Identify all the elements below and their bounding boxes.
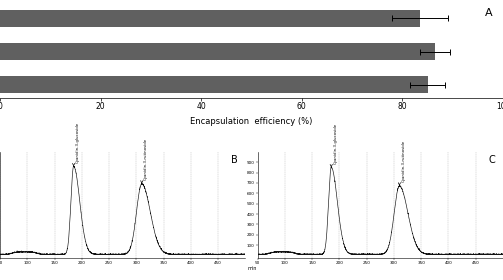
Text: Cyanidin-3-rutinoside: Cyanidin-3-rutinoside [144, 138, 148, 180]
Text: C: C [489, 155, 495, 165]
Bar [0, 43, 435, 60]
Bar [0, 76, 428, 93]
Text: B: B [231, 155, 238, 165]
X-axis label: Encapsulation  efficiency (%): Encapsulation efficiency (%) [190, 117, 313, 126]
Text: A: A [485, 8, 493, 18]
Text: min: min [248, 266, 257, 271]
Text: Cyanidin-3-rutinoside: Cyanidin-3-rutinoside [401, 140, 405, 182]
Text: Cyanidin-3-glucoside: Cyanidin-3-glucoside [76, 122, 80, 163]
Text: Cyanidin-3-glucoside: Cyanidin-3-glucoside [333, 123, 338, 164]
Bar [0, 10, 420, 27]
